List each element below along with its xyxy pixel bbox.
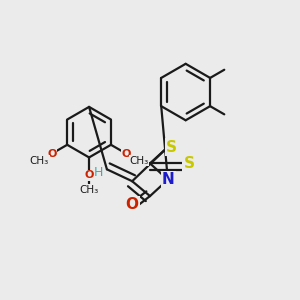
Text: S: S [166,140,177,154]
Text: O: O [47,149,56,159]
Text: N: N [162,172,175,187]
Text: CH₃: CH₃ [80,184,99,194]
Text: H: H [94,167,103,179]
Text: S: S [183,156,194,171]
Text: O: O [84,170,94,180]
Text: O: O [122,149,131,159]
Text: CH₃: CH₃ [30,156,49,166]
Text: CH₃: CH₃ [129,156,148,166]
Text: O: O [125,197,138,212]
